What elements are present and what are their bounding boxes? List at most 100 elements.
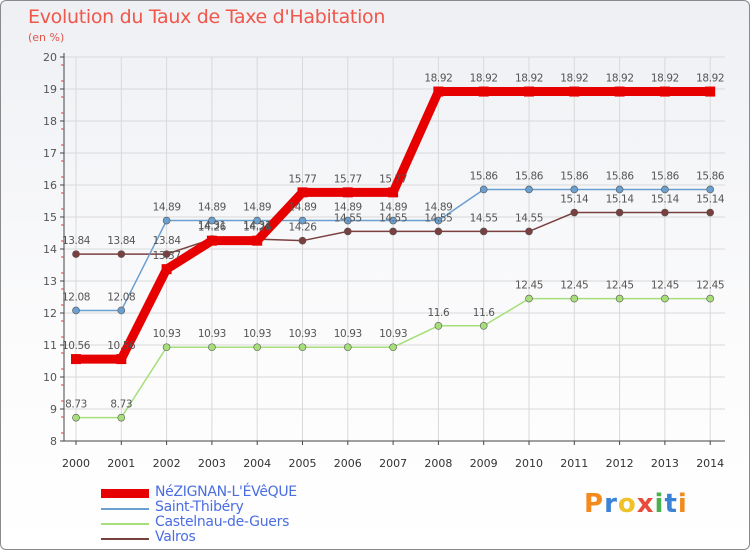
data-point-saint-thib-ry bbox=[706, 185, 715, 194]
data-point-castelnau-de-guers bbox=[570, 294, 579, 303]
data-point-saint-thib-ry bbox=[343, 216, 352, 225]
data-point-saint-thib-ry bbox=[525, 185, 533, 194]
data-label-saint-thib-ry: 12.08 bbox=[62, 291, 90, 303]
data-point-n-zignan-l-v-que bbox=[342, 187, 353, 198]
data-point-saint-thib-ry bbox=[479, 185, 488, 194]
y-tick-label-10: 10 bbox=[43, 371, 57, 384]
y-tick-label-16: 16 bbox=[43, 179, 57, 192]
data-label-n-zignan-l-v-que: 18.92 bbox=[424, 73, 452, 85]
data-point-n-zignan-l-v-que bbox=[206, 235, 217, 246]
data-label-n-zignan-l-v-que: 15.77 bbox=[379, 173, 407, 185]
data-point-valros bbox=[706, 208, 715, 217]
data-label-castelnau-de-guers: 12.45 bbox=[651, 280, 679, 292]
logo-letter: o bbox=[617, 489, 637, 519]
data-label-castelnau-de-guers: 11.6 bbox=[473, 307, 495, 319]
legend-label: Castelnau-de-Guers bbox=[155, 514, 290, 530]
x-tick-label-2013: 2013 bbox=[651, 457, 679, 470]
logo-letter: t bbox=[664, 489, 678, 519]
x-tick-label-2012: 2012 bbox=[606, 457, 634, 470]
data-point-valros bbox=[343, 227, 352, 236]
data-point-castelnau-de-guers bbox=[162, 343, 171, 352]
data-label-saint-thib-ry: 15.86 bbox=[515, 170, 544, 182]
data-label-n-zignan-l-v-que: 14.26 bbox=[198, 222, 227, 234]
data-label-castelnau-de-guers: 10.93 bbox=[198, 328, 226, 340]
y-tick-label-9: 9 bbox=[50, 403, 57, 416]
data-point-saint-thib-ry bbox=[298, 216, 307, 225]
logo-letter: r bbox=[604, 489, 618, 519]
data-label-valros: 14.55 bbox=[515, 212, 543, 224]
data-label-n-zignan-l-v-que: 18.92 bbox=[515, 73, 543, 85]
data-point-n-zignan-l-v-que bbox=[478, 86, 489, 97]
data-point-n-zignan-l-v-que bbox=[297, 187, 308, 198]
data-label-n-zignan-l-v-que: 15.77 bbox=[288, 173, 316, 185]
y-tick-label-14: 14 bbox=[43, 243, 57, 256]
data-label-n-zignan-l-v-que: 18.92 bbox=[696, 73, 724, 85]
x-tick-label-2011: 2011 bbox=[560, 457, 588, 470]
data-label-saint-thib-ry: 14.89 bbox=[334, 202, 362, 214]
y-tick-label-12: 12 bbox=[43, 307, 57, 320]
data-point-valros bbox=[72, 250, 80, 258]
data-label-saint-thib-ry: 15.86 bbox=[651, 170, 680, 182]
data-point-saint-thib-ry bbox=[253, 216, 262, 225]
x-tick-label-2001: 2001 bbox=[107, 457, 135, 470]
data-label-castelnau-de-guers: 12.45 bbox=[515, 280, 543, 292]
x-tick-label-2004: 2004 bbox=[243, 457, 271, 470]
data-point-valros bbox=[479, 227, 488, 236]
data-label-valros: 15.14 bbox=[606, 194, 635, 206]
data-label-valros: 14.55 bbox=[424, 212, 452, 224]
data-label-valros: 13.84 bbox=[62, 235, 91, 247]
y-tick-label-19: 19 bbox=[43, 83, 57, 96]
data-label-n-zignan-l-v-que: 18.92 bbox=[470, 73, 498, 85]
data-label-n-zignan-l-v-que: 10.56 bbox=[107, 340, 136, 352]
data-point-castelnau-de-guers bbox=[208, 343, 216, 352]
data-point-castelnau-de-guers bbox=[615, 294, 624, 303]
data-label-saint-thib-ry: 14.89 bbox=[198, 202, 226, 214]
legend-label: NéZIGNAN-L'ÉVêQUE bbox=[155, 484, 297, 500]
data-point-valros bbox=[117, 250, 126, 258]
data-point-castelnau-de-guers bbox=[72, 413, 80, 422]
data-point-saint-thib-ry bbox=[570, 185, 579, 194]
x-tick-label-2014: 2014 bbox=[696, 457, 724, 470]
data-point-valros bbox=[570, 208, 579, 217]
data-label-saint-thib-ry: 14.89 bbox=[424, 202, 452, 214]
data-point-n-zignan-l-v-que bbox=[705, 86, 716, 97]
data-point-valros bbox=[162, 250, 171, 258]
data-point-castelnau-de-guers bbox=[117, 413, 126, 422]
legend-swatch bbox=[101, 489, 149, 498]
x-tick-label-2002: 2002 bbox=[153, 457, 181, 470]
data-point-castelnau-de-guers bbox=[479, 321, 488, 330]
data-point-n-zignan-l-v-que bbox=[116, 354, 127, 365]
data-label-castelnau-de-guers: 10.93 bbox=[243, 328, 271, 340]
data-point-saint-thib-ry bbox=[661, 185, 669, 194]
logo-letter: i bbox=[677, 489, 688, 519]
data-label-saint-thib-ry: 14.89 bbox=[243, 202, 271, 214]
data-label-saint-thib-ry: 15.86 bbox=[470, 170, 499, 182]
data-label-castelnau-de-guers: 10.93 bbox=[153, 328, 181, 340]
data-label-valros: 14.55 bbox=[334, 212, 362, 224]
y-tick-label-18: 18 bbox=[43, 115, 57, 128]
data-point-castelnau-de-guers bbox=[343, 343, 352, 352]
data-label-castelnau-de-guers: 12.45 bbox=[696, 280, 724, 292]
logo-letter: x bbox=[636, 489, 655, 519]
x-tick-label-2006: 2006 bbox=[334, 457, 362, 470]
data-label-saint-thib-ry: 15.86 bbox=[696, 170, 725, 182]
x-tick-label-2010: 2010 bbox=[515, 457, 543, 470]
data-point-valros bbox=[525, 227, 533, 236]
data-point-n-zignan-l-v-que bbox=[71, 354, 81, 365]
legend-swatch bbox=[101, 523, 149, 525]
y-tick-label-20: 20 bbox=[43, 51, 57, 64]
data-label-saint-thib-ry: 14.89 bbox=[153, 202, 181, 214]
data-label-castelnau-de-guers: 10.93 bbox=[379, 328, 407, 340]
data-point-valros bbox=[389, 227, 397, 236]
legend-label: Valros bbox=[155, 529, 196, 545]
data-label-saint-thib-ry: 15.86 bbox=[560, 170, 589, 182]
data-label-n-zignan-l-v-que: 18.92 bbox=[651, 73, 679, 85]
y-tick-label-13: 13 bbox=[43, 275, 57, 288]
data-label-valros: 13.84 bbox=[107, 235, 136, 247]
proxiti-logo: Proxiti bbox=[584, 489, 688, 519]
data-point-valros bbox=[661, 208, 669, 217]
x-tick-label-2007: 2007 bbox=[379, 457, 407, 470]
data-point-valros bbox=[434, 227, 443, 236]
